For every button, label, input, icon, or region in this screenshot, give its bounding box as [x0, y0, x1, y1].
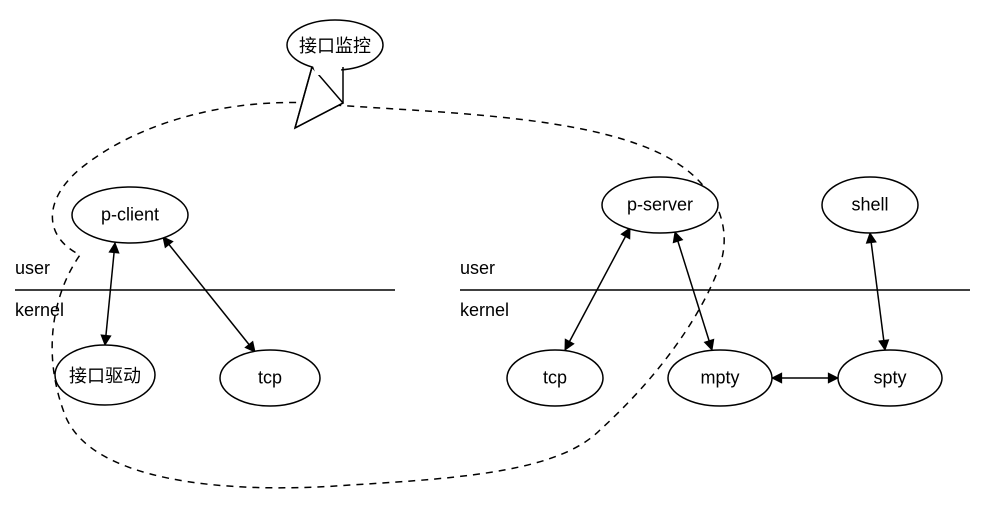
callout-tail: [295, 67, 343, 128]
edge-e5: [870, 233, 885, 350]
node-label-monitor: 接口监控: [299, 32, 371, 58]
node-label-mpty: mpty: [700, 368, 739, 389]
edge-e1: [105, 243, 115, 345]
label-user1: user: [15, 258, 50, 279]
edge-e3: [565, 228, 630, 350]
edge-e2: [163, 237, 255, 352]
node-label-tcp1: tcp: [258, 368, 282, 389]
node-label-spty: spty: [873, 368, 906, 389]
callout-merge-patch: [313, 66, 342, 75]
label-user2: user: [460, 258, 495, 279]
node-label-driver: 接口驱动: [69, 362, 141, 388]
label-kernel2: kernel: [460, 300, 509, 321]
node-label-shell: shell: [851, 195, 888, 216]
label-kernel1: kernel: [15, 300, 64, 321]
monitor-region-outline: [52, 103, 724, 488]
edge-e4: [675, 232, 712, 350]
node-label-pserver: p-server: [627, 195, 693, 216]
node-label-pclient: p-client: [101, 205, 159, 226]
node-label-tcp2: tcp: [543, 368, 567, 389]
